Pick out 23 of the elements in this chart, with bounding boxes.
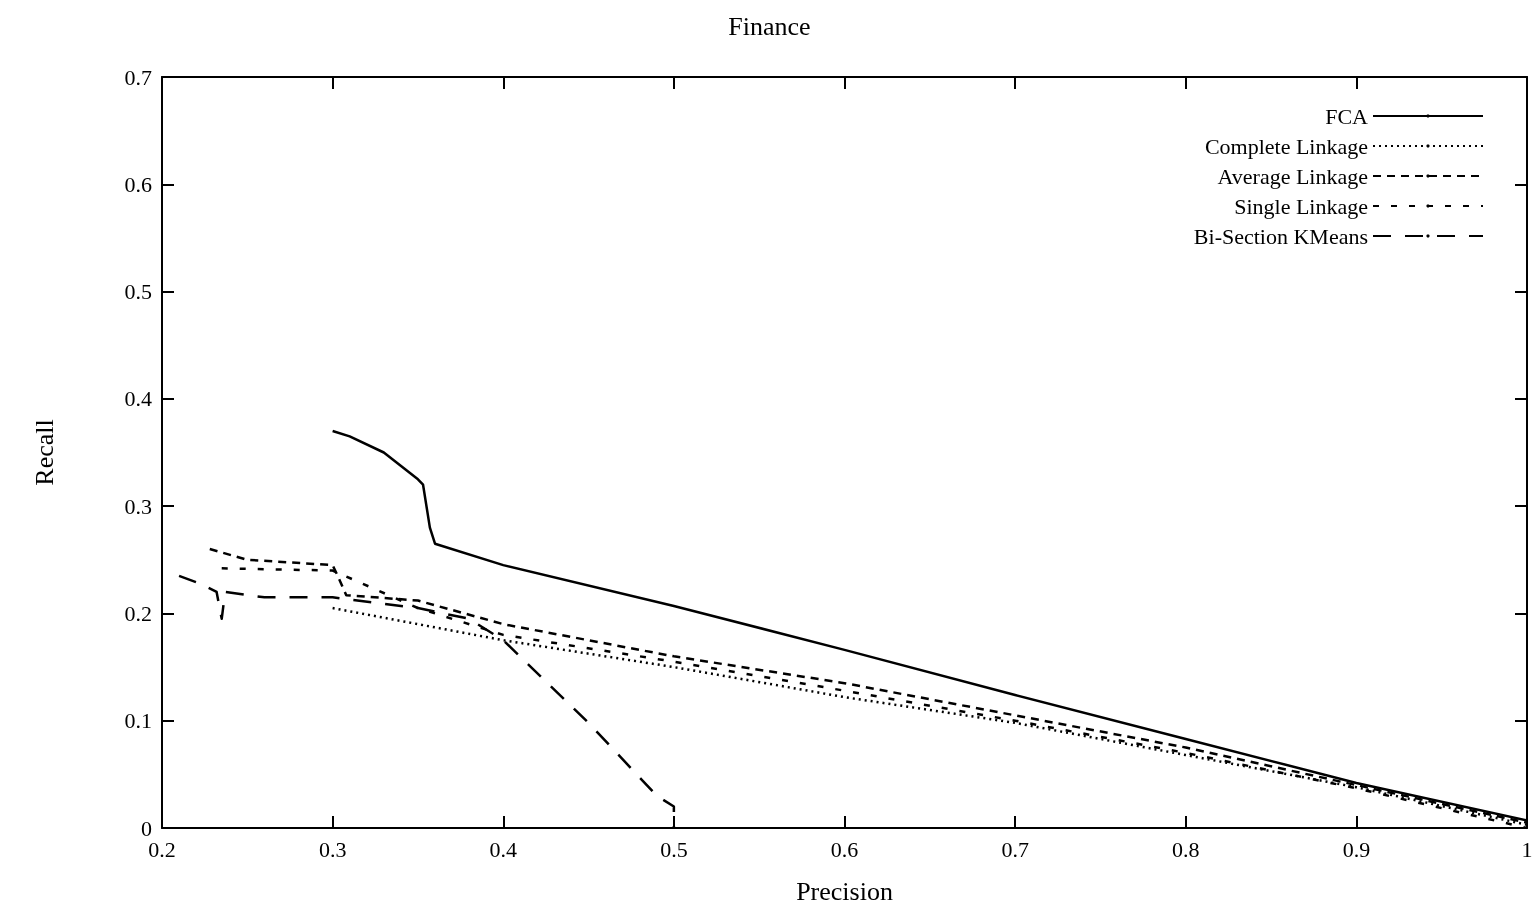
y-tick-label: 0.7 <box>124 64 152 90</box>
x-tick-label: 0.9 <box>1342 836 1371 862</box>
y-tick-label: 0.4 <box>124 386 152 412</box>
y-tick-label: 0.6 <box>124 171 152 197</box>
y-tick-label: 0.3 <box>124 493 152 519</box>
x-tick-label: 0.7 <box>1001 836 1029 862</box>
x-tick-label: 0.4 <box>489 836 517 862</box>
x-tick-label: 0.5 <box>660 836 688 862</box>
x-tick-label: 1 <box>1521 836 1533 862</box>
x-tick-label: 0.8 <box>1172 836 1200 862</box>
y-tick-label: 0.2 <box>124 600 152 626</box>
legend-label: Average Linkage <box>1217 163 1368 189</box>
legend-label: Single Linkage <box>1234 193 1368 219</box>
legend-label: FCA <box>1325 103 1369 129</box>
y-axis-title: Recall <box>29 419 59 486</box>
x-tick-label: 0.6 <box>830 836 859 862</box>
legend-label: Complete Linkage <box>1204 133 1368 159</box>
y-tick-label: 0.1 <box>124 708 152 734</box>
y-tick-label: 0.5 <box>124 279 152 305</box>
x-tick-label: 0.3 <box>318 836 347 862</box>
legend-label: Bi-Section KMeans <box>1193 223 1368 249</box>
x-axis-title: Precision <box>796 876 893 906</box>
chart-title: Finance <box>728 11 811 41</box>
